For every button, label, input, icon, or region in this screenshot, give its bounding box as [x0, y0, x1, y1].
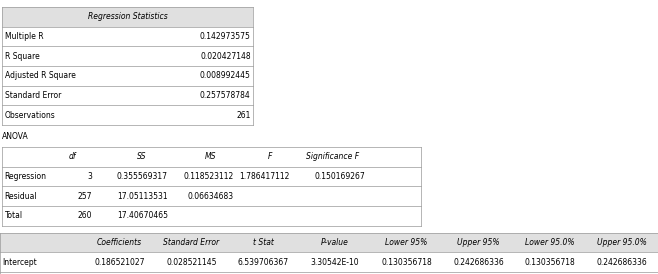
- Text: 3.30542E-10: 3.30542E-10: [311, 258, 359, 267]
- Text: t Stat: t Stat: [253, 238, 274, 247]
- Text: 0.142973575: 0.142973575: [200, 32, 251, 41]
- Text: F: F: [268, 152, 272, 161]
- Text: Lower 95%: Lower 95%: [386, 238, 428, 247]
- Text: Intercept: Intercept: [2, 258, 37, 267]
- Text: 0.028521145: 0.028521145: [166, 258, 216, 267]
- Text: 0.008992445: 0.008992445: [200, 72, 251, 80]
- Text: 0.186521027: 0.186521027: [94, 258, 145, 267]
- Text: Upper 95.0%: Upper 95.0%: [597, 238, 647, 247]
- Text: 261: 261: [236, 111, 251, 120]
- Text: Regression: Regression: [5, 172, 47, 181]
- Text: 260: 260: [78, 212, 92, 221]
- Text: SS: SS: [137, 152, 146, 161]
- Bar: [0, 233, 658, 252]
- Text: 0.130356718: 0.130356718: [381, 258, 432, 267]
- Text: Multiple R: Multiple R: [5, 32, 43, 41]
- Text: Residual: Residual: [5, 192, 38, 201]
- Text: 0.150169267: 0.150169267: [315, 172, 365, 181]
- Text: 6.539706367: 6.539706367: [238, 258, 289, 267]
- Text: 17.40670465: 17.40670465: [116, 212, 168, 221]
- Text: P-value: P-value: [321, 238, 349, 247]
- Text: df: df: [68, 152, 76, 161]
- Text: 3: 3: [88, 172, 92, 181]
- Text: 1.786417112: 1.786417112: [239, 172, 290, 181]
- Text: Lower 95.0%: Lower 95.0%: [526, 238, 575, 247]
- Bar: [2, 7, 253, 27]
- Text: Regression Statistics: Regression Statistics: [88, 12, 168, 21]
- Text: 0.242686336: 0.242686336: [453, 258, 504, 267]
- Text: Total: Total: [5, 212, 23, 221]
- Text: Adjusted R Square: Adjusted R Square: [5, 72, 76, 80]
- Text: MS: MS: [205, 152, 216, 161]
- Text: 17.05113531: 17.05113531: [117, 192, 168, 201]
- Text: 0.355569317: 0.355569317: [116, 172, 168, 181]
- Text: 0.06634683: 0.06634683: [188, 192, 234, 201]
- Text: 0.242686336: 0.242686336: [597, 258, 647, 267]
- Text: 0.257578784: 0.257578784: [200, 91, 251, 100]
- Text: Observations: Observations: [5, 111, 55, 120]
- Text: Upper 95%: Upper 95%: [457, 238, 500, 247]
- Text: 0.020427148: 0.020427148: [200, 52, 251, 61]
- Text: Standard Error: Standard Error: [163, 238, 219, 247]
- Text: 0.130356718: 0.130356718: [525, 258, 576, 267]
- Text: 0.118523112: 0.118523112: [184, 172, 234, 181]
- Text: Significance F: Significance F: [306, 152, 359, 161]
- Text: 257: 257: [78, 192, 92, 201]
- Text: ANOVA: ANOVA: [2, 132, 29, 141]
- Text: Standard Error: Standard Error: [5, 91, 61, 100]
- Text: Coefficients: Coefficients: [97, 238, 142, 247]
- Text: R Square: R Square: [5, 52, 39, 61]
